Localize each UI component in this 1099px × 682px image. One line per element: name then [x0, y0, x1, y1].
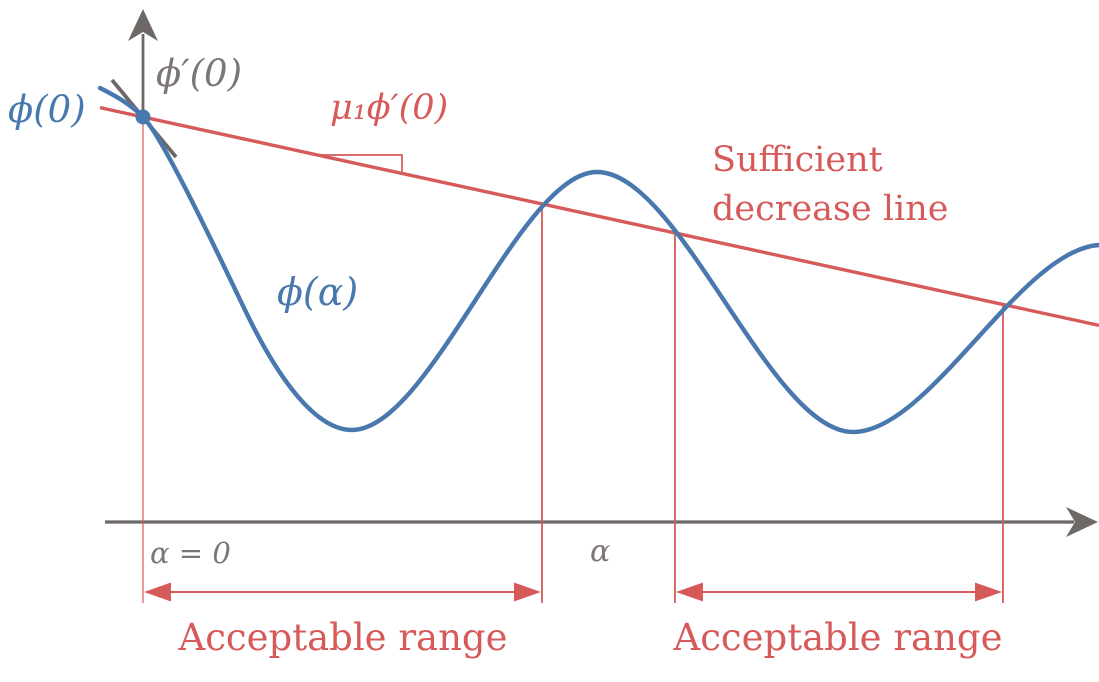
label-acceptable-range-right: Acceptable range — [673, 616, 1003, 659]
label-acceptable-range-left: Acceptable range — [178, 616, 508, 659]
slope-indicator — [318, 154, 403, 174]
phi-curve — [97, 85, 1099, 435]
label-alpha-axis: α — [590, 534, 611, 569]
range-arrow-right — [676, 582, 1002, 602]
label-sufficient-decrease-line1: Sufficient — [712, 140, 883, 180]
label-sufficient-decrease-line2: decrease line — [712, 189, 949, 229]
x-axis-arrowhead — [1066, 507, 1098, 537]
y-axis-arrowhead — [128, 9, 158, 41]
phi0-point — [135, 109, 151, 125]
label-mu1-phi-prime-0: μ₁ϕ′(0) — [330, 88, 449, 128]
label-sufficient-decrease: Sufficient decrease line — [712, 136, 948, 234]
label-phi0: ϕ(0) — [8, 88, 86, 131]
label-phi-prime-0: ϕ′(0) — [156, 52, 243, 95]
label-alpha-equals-0: α = 0 — [150, 536, 231, 570]
range-arrow-left — [144, 582, 541, 602]
label-phi-alpha: ϕ(α) — [277, 270, 359, 314]
sufficient-decrease-line — [99, 105, 1099, 328]
